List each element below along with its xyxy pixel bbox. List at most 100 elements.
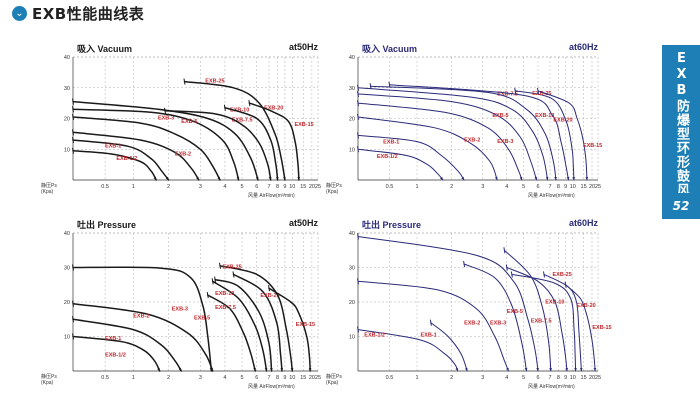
series-label: EXB-7.5 <box>497 91 518 97</box>
series-label: EXB-2 <box>464 138 480 144</box>
page-header: ⌄ EXB性能曲线表 <box>12 3 144 23</box>
series-start-marker <box>357 132 359 139</box>
x-tick-label: 2 <box>450 184 453 190</box>
series-arrow <box>455 367 458 371</box>
series-line <box>357 93 538 181</box>
series-label: EXB-25 <box>222 265 241 271</box>
x-tick-label: 5 <box>241 375 244 381</box>
chevron-down-icon: ⌄ <box>12 5 27 21</box>
series-line <box>503 249 552 372</box>
series-line <box>537 90 588 181</box>
series-line <box>511 273 577 372</box>
series-start-marker <box>357 146 359 153</box>
series-line <box>219 265 294 372</box>
series-start-marker <box>248 100 251 107</box>
series-start-marker <box>357 278 359 285</box>
y-tick-label: 40 <box>64 231 70 237</box>
series-line <box>357 236 539 372</box>
series-start-marker <box>357 90 359 97</box>
x-axis-label: 风量 AirFlow(m³/min) <box>528 193 575 199</box>
x-tick-label: 15 <box>581 375 587 381</box>
series-start-marker <box>219 262 221 269</box>
series-arrow <box>209 368 213 371</box>
series-arrow <box>506 367 509 371</box>
series-start-marker <box>183 78 186 85</box>
series-start-marker <box>72 129 74 136</box>
series-line <box>72 116 221 181</box>
x-tick-label: 10 <box>289 184 295 190</box>
series-line <box>72 302 214 372</box>
series-label: EXB-1 <box>420 333 436 339</box>
x-tick-label: 20 <box>589 184 595 190</box>
series-label: EXB-15 <box>592 325 611 331</box>
series-start-marker <box>429 319 432 326</box>
x-tick-label: 7 <box>548 184 551 190</box>
series-arrow <box>565 368 569 371</box>
series-label: EXB-1/2 <box>105 353 126 359</box>
series-start-marker <box>268 285 270 292</box>
series-arrow <box>579 368 583 371</box>
series-start-marker <box>72 98 74 105</box>
series-arrow <box>283 176 286 180</box>
x-tick-label: 8 <box>276 184 279 190</box>
y-tick-label: 30 <box>349 86 355 92</box>
chart-title: 吐出 Pressure <box>362 220 422 230</box>
x-tick-label: 4 <box>505 184 508 190</box>
y-tick-label: 10 <box>349 147 355 153</box>
x-tick-label: 6 <box>255 375 258 381</box>
series-line <box>565 284 596 372</box>
series-line <box>72 108 240 181</box>
side-tab: EXB防爆型环形鼓风机 <box>662 45 700 211</box>
x-tick-label: 9 <box>283 184 286 190</box>
series-line <box>72 150 157 181</box>
series-line <box>357 134 465 181</box>
series-arrow <box>524 367 528 371</box>
x-tick-label: 3 <box>481 375 484 381</box>
series-line <box>72 318 183 372</box>
series-start-marker <box>357 326 359 333</box>
y-axis-label: 静压Ps (Kpa) <box>41 374 57 386</box>
x-tick-label: 1 <box>416 184 419 190</box>
x-tick-label: 6 <box>536 184 539 190</box>
series-label: EXB-25 <box>553 272 572 278</box>
series-label: EXB-7.5 <box>215 305 236 311</box>
series-arrow <box>217 176 220 180</box>
x-axis-label: 风量 AirFlow(m³/min) <box>528 384 575 390</box>
x-tick-label: 2 <box>167 375 170 381</box>
page-number: 52 <box>662 193 700 219</box>
series-arrow <box>554 177 557 180</box>
series-arrow <box>157 367 160 371</box>
series-label: EXB-3 <box>497 139 513 145</box>
x-tick-label: 20 <box>309 184 315 190</box>
x-tick-label: 8 <box>557 184 560 190</box>
x-tick-label: 20 <box>309 375 315 381</box>
page-title: EXB性能曲线表 <box>32 4 145 23</box>
y-tick-label: 20 <box>349 300 355 306</box>
series-label: EXB-2 <box>133 314 149 320</box>
series-start-marker <box>357 84 359 91</box>
series-line <box>268 287 311 372</box>
series-start-marker <box>72 147 74 154</box>
series-start-marker <box>503 247 506 254</box>
series-arrow <box>545 176 549 180</box>
series-label: EXB-7.5 <box>232 118 253 124</box>
series-label: EXB-7.5 <box>531 319 552 325</box>
x-tick-label: 3 <box>199 184 202 190</box>
series-start-marker <box>357 233 359 240</box>
series-label: EXB-10 <box>535 113 554 119</box>
series-start-marker <box>223 104 226 111</box>
series-start-marker <box>564 281 567 288</box>
x-tick-label: 8 <box>557 375 560 381</box>
series-label: EXB-2 <box>175 151 191 157</box>
y-tick-label: 40 <box>349 55 355 61</box>
series-line <box>211 280 268 372</box>
series-label: EXB-1 <box>383 140 399 146</box>
y-tick-label: 30 <box>64 86 70 92</box>
x-tick-label: 5 <box>241 184 244 190</box>
series-line <box>72 100 259 181</box>
series-start-marker <box>510 271 513 278</box>
series-label: EXB-10 <box>215 291 234 297</box>
x-tick-label: 25 <box>315 184 321 190</box>
y-tick-label: 40 <box>64 55 70 61</box>
